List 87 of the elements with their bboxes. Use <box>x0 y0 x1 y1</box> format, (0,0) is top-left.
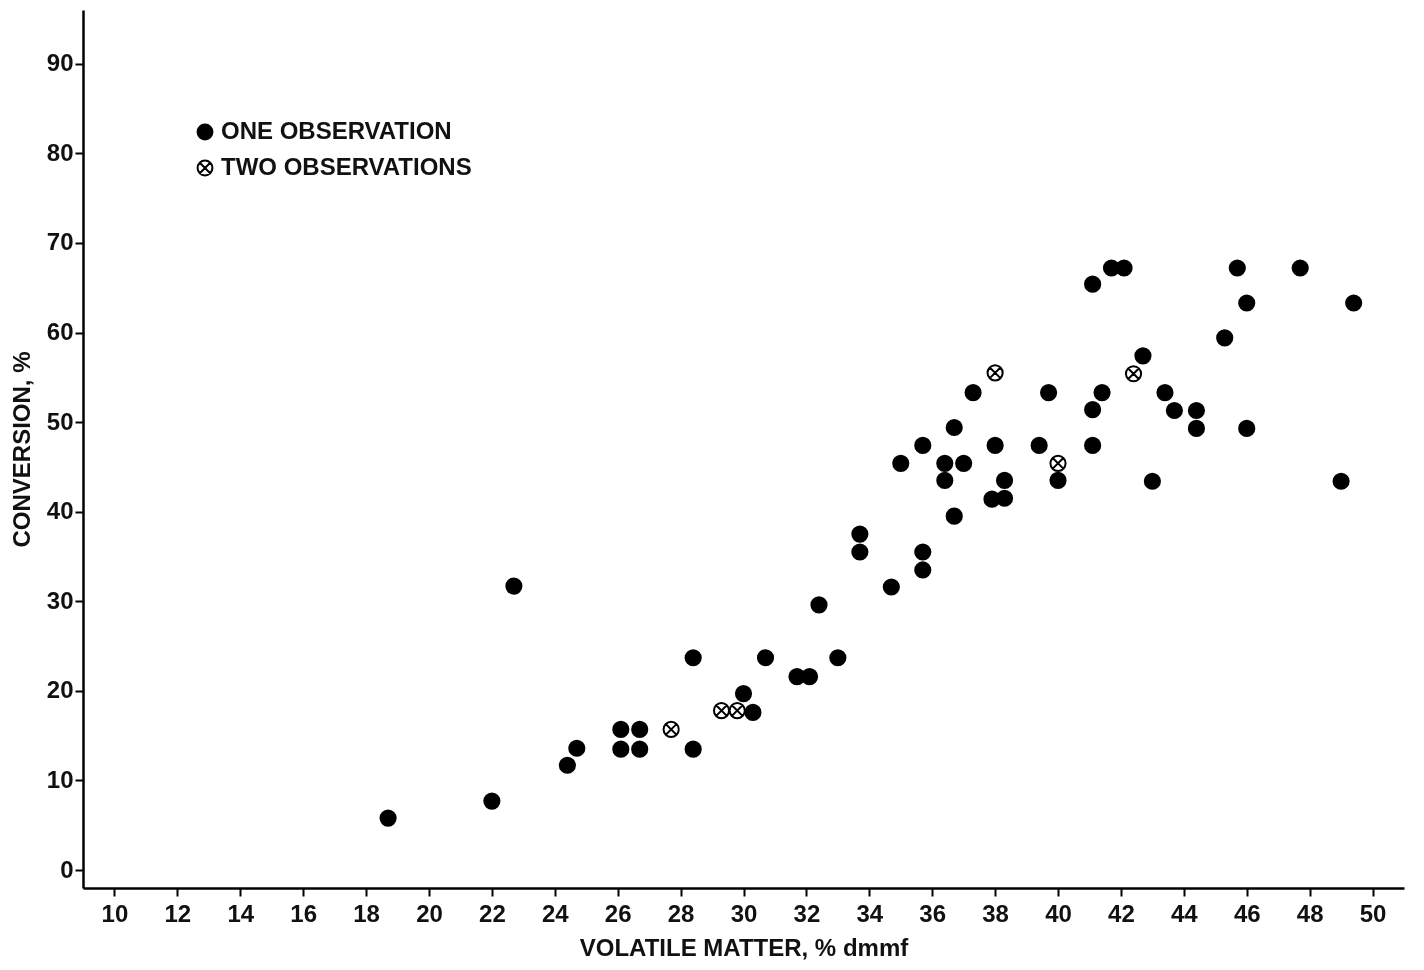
point <box>1187 401 1205 420</box>
x-tick-label: 26 <box>604 899 632 927</box>
point <box>568 739 586 757</box>
point <box>892 454 910 472</box>
point <box>1291 259 1309 277</box>
x-tick-label: 36 <box>919 899 947 927</box>
point <box>1228 259 1246 277</box>
y-tick-label: 10 <box>46 765 74 793</box>
point <box>851 543 869 561</box>
x-tick-label: 10 <box>101 899 129 927</box>
x-tick-label: 48 <box>1296 899 1324 927</box>
point <box>1030 436 1048 454</box>
point <box>829 649 847 667</box>
x-tick-label: 50 <box>1359 899 1387 927</box>
legend-label: ONE OBSERVATION <box>221 117 452 144</box>
x-tick-label: 16 <box>290 899 318 927</box>
x-tick-label: 20 <box>416 899 443 927</box>
point <box>995 471 1014 489</box>
point <box>558 756 576 774</box>
point <box>1143 472 1161 490</box>
y-tick-label: 60 <box>46 318 74 346</box>
x-tick-label: 12 <box>164 899 192 927</box>
point <box>1332 472 1350 490</box>
point <box>1049 471 1067 489</box>
point <box>1084 401 1102 419</box>
point <box>936 454 954 472</box>
x-tick-label: 34 <box>856 899 884 927</box>
x-tick-label: 42 <box>1108 899 1135 927</box>
point <box>1238 294 1256 312</box>
point <box>1115 259 1133 277</box>
x-tick-label: 30 <box>730 899 758 927</box>
y-tick-label: 40 <box>46 497 74 525</box>
y-tick-label: 0 <box>60 855 74 883</box>
point <box>955 454 973 472</box>
point <box>914 436 932 454</box>
point <box>483 792 501 810</box>
point <box>1084 436 1102 454</box>
x-tick-label: 22 <box>479 899 506 927</box>
y-tick-label: 70 <box>46 228 74 256</box>
x-tick-label: 46 <box>1233 899 1261 927</box>
point <box>882 578 900 596</box>
y-tick-label: 20 <box>46 676 74 704</box>
point <box>986 436 1004 454</box>
y-axis-title: CONVERSION, % <box>7 351 35 548</box>
point <box>810 596 828 614</box>
point <box>1165 401 1183 420</box>
point <box>1345 294 1363 312</box>
x-tick-label: 44 <box>1170 899 1199 927</box>
y-tick-label: 90 <box>46 49 74 77</box>
point <box>631 720 649 738</box>
point <box>505 577 523 595</box>
point <box>851 525 869 543</box>
legend-label: TWO OBSERVATIONS <box>221 153 472 180</box>
point <box>945 418 963 437</box>
y-tick-label: 50 <box>46 407 74 435</box>
point <box>914 561 932 579</box>
x-tick-label: 38 <box>982 899 1009 927</box>
point <box>945 507 963 525</box>
x-tick-label: 14 <box>227 899 255 927</box>
point <box>1156 383 1174 402</box>
point <box>734 685 753 703</box>
x-tick-label: 40 <box>1045 899 1072 927</box>
y-tick-label: 80 <box>46 138 74 166</box>
point <box>631 740 649 758</box>
x-tick-label: 32 <box>793 899 821 927</box>
point <box>914 543 932 561</box>
point <box>1084 275 1102 293</box>
point <box>744 703 762 721</box>
point <box>379 809 397 827</box>
x-tick-label: 18 <box>353 899 380 927</box>
x-axis-title: VOLATILE MATTER, % dmmf <box>579 933 910 961</box>
point <box>612 740 630 758</box>
point <box>1238 419 1256 437</box>
point <box>684 649 702 667</box>
point <box>612 720 630 738</box>
x-tick-label: 28 <box>667 899 695 927</box>
point <box>756 649 775 667</box>
point <box>1093 383 1111 402</box>
point <box>1134 347 1152 365</box>
y-tick-label: 30 <box>46 586 74 614</box>
point <box>684 740 702 758</box>
point <box>1216 329 1234 347</box>
point <box>1187 419 1205 437</box>
point <box>1040 383 1058 402</box>
x-tick-label: 24 <box>541 899 570 927</box>
point <box>936 471 954 489</box>
point <box>964 383 982 402</box>
